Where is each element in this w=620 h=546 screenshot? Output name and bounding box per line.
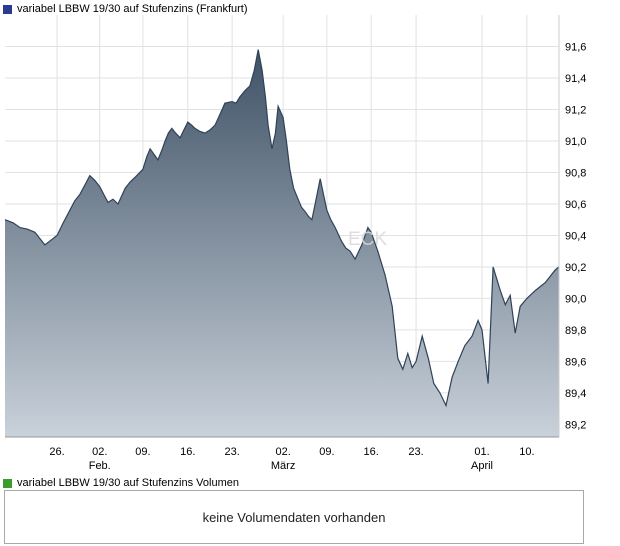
y-axis-tick-label: 91,2 [565, 104, 586, 116]
price-series-legend-icon [3, 4, 12, 14]
x-axis-day-label: 09. [135, 446, 150, 458]
price-area [5, 49, 559, 437]
y-axis-tick-label: 90,8 [565, 167, 586, 179]
y-axis-tick-label: 90,0 [565, 293, 586, 305]
x-axis-day-label: 16. [364, 446, 379, 458]
x-axis-day-label: 10. [519, 446, 534, 458]
y-axis-tick-label: 89,2 [565, 419, 586, 431]
x-axis-day-label: 02. [92, 446, 107, 458]
x-axis-day-label: 09. [319, 446, 334, 458]
volume-legend-label: variabel LBBW 19/30 auf Stufenzins Volum… [17, 477, 239, 489]
x-axis-month-label: April [471, 460, 493, 472]
no-volume-data-message: keine Volumendaten vorhanden [202, 509, 386, 525]
y-axis-tick-label: 90,2 [565, 262, 586, 274]
watermark-text: ECK [348, 229, 387, 250]
price-line [4, 49, 560, 408]
y-axis-tick-label: 90,4 [565, 230, 586, 242]
y-axis-tick-label: 90,6 [565, 199, 586, 211]
y-axis-tick-label: 89,4 [565, 388, 586, 400]
x-axis-day-label: 16. [180, 446, 195, 458]
x-axis-month-label: März [271, 460, 295, 472]
x-axis-day-label: 02. [275, 446, 290, 458]
price-chart-svg[interactable]: 91,6 91,4 91,2 91,0 90,8 90,6 90,4 90,2 90,0 89,8… [0, 0, 620, 475]
price-series-legend: variabel LBBW 19/30 auf Stufenzins (Fran… [3, 3, 248, 15]
volume-series-legend-icon [3, 478, 12, 488]
y-axis-tick-label: 91,4 [565, 73, 586, 85]
x-axis-day-label: 26. [49, 446, 64, 458]
y-axis-tick-label: 91,0 [565, 136, 586, 148]
chart-title: variabel LBBW 19/30 auf Stufenzins (Fran… [17, 3, 248, 15]
x-axis-day-label: 23. [224, 446, 239, 458]
x-axis-day-label: 23. [408, 446, 423, 458]
y-axis-tick-label: 91,6 [565, 41, 586, 53]
no-volume-data-box: keine Volumendaten vorhanden [4, 490, 584, 544]
x-axis-day-label: 01. [474, 446, 489, 458]
x-axis-month-label: Feb. [89, 460, 111, 472]
y-axis-tick-label: 89,6 [565, 356, 586, 368]
volume-series-legend: variabel LBBW 19/30 auf Stufenzins Volum… [3, 477, 239, 489]
y-axis-tick-label: 89,8 [565, 325, 586, 337]
